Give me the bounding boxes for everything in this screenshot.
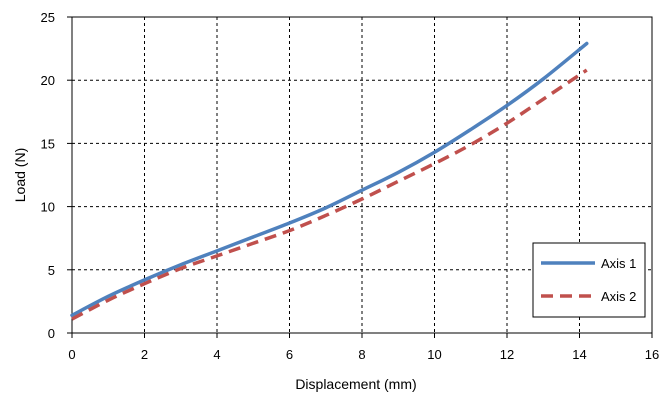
y-tick-label: 20 — [41, 73, 55, 88]
x-tick-label: 16 — [645, 347, 659, 362]
y-axis-title: Load (N) — [12, 148, 28, 202]
y-tick-label: 25 — [41, 10, 55, 25]
x-axis-title: Displacement (mm) — [295, 376, 416, 392]
legend-label-2: Axis 2 — [601, 289, 636, 304]
y-tick-label: 5 — [48, 263, 55, 278]
x-tick-label: 4 — [213, 347, 220, 362]
x-tick-label: 12 — [500, 347, 514, 362]
legend: Axis 1 Axis 2 — [532, 242, 646, 318]
x-tick-label: 14 — [572, 347, 586, 362]
y-axis-ticks: 0 5 10 15 20 25 — [41, 10, 72, 341]
x-tick-label: 6 — [286, 347, 293, 362]
x-tick-label: 0 — [68, 347, 75, 362]
y-tick-label: 0 — [48, 326, 55, 341]
series-line-2 — [71, 68, 588, 321]
legend-box — [532, 242, 646, 318]
x-tick-label: 2 — [141, 347, 148, 362]
y-tick-label: 15 — [41, 136, 55, 151]
legend-label-1: Axis 1 — [601, 256, 636, 271]
x-tick-label: 8 — [358, 347, 365, 362]
y-tick-label: 10 — [41, 200, 55, 215]
x-axis-ticks: 0 2 4 6 8 10 12 14 16 — [68, 333, 659, 362]
x-tick-label: 10 — [427, 347, 441, 362]
series-line-1 — [70, 41, 589, 318]
series-layer — [70, 41, 589, 321]
